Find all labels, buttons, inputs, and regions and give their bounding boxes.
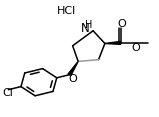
Text: H: H [86, 20, 93, 30]
Text: O: O [117, 19, 126, 29]
Polygon shape [105, 41, 121, 44]
Text: O: O [131, 43, 140, 53]
Text: Cl: Cl [2, 88, 13, 98]
Text: N: N [81, 22, 90, 35]
Polygon shape [68, 61, 78, 75]
Text: O: O [68, 74, 77, 84]
Text: HCl: HCl [57, 5, 76, 16]
